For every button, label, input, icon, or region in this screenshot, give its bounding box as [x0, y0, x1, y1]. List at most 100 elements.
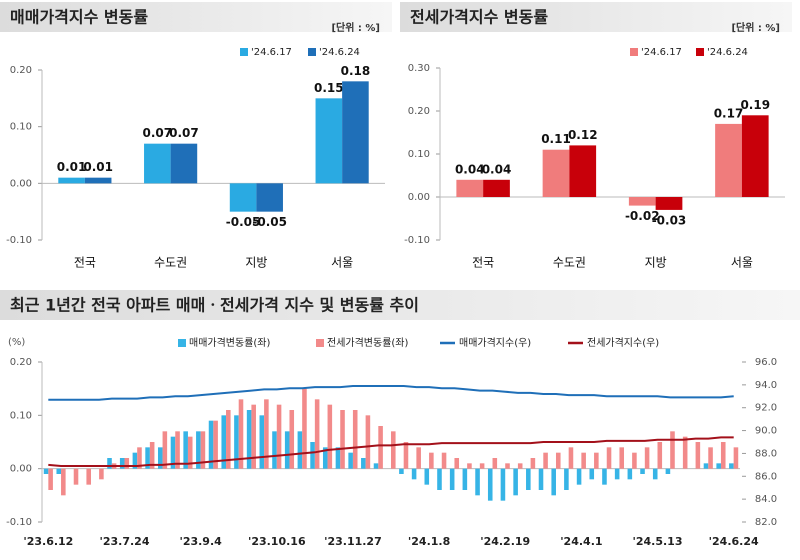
y2-tick-label: 90.0	[755, 426, 777, 437]
bar	[670, 431, 675, 469]
bar	[272, 431, 277, 469]
bar	[467, 463, 472, 469]
bar	[526, 468, 531, 490]
bar	[543, 452, 548, 469]
y2-tick-label: 96.0	[755, 357, 777, 368]
value-label: 0.04	[482, 162, 512, 176]
bar	[505, 463, 510, 469]
bar	[391, 431, 396, 469]
bar	[576, 468, 582, 485]
bar	[251, 404, 256, 469]
bar	[170, 436, 176, 469]
bar	[213, 420, 218, 469]
legend-swatch	[696, 48, 704, 56]
bar	[378, 426, 383, 469]
unit-label: [단위 : %]	[731, 21, 780, 34]
bar	[716, 463, 721, 469]
x-tick-label: '23.10.16	[248, 535, 306, 548]
bar	[107, 458, 112, 469]
bar	[542, 149, 570, 197]
value-label: 0.17	[714, 106, 744, 120]
bar	[619, 447, 625, 469]
bar	[517, 463, 523, 469]
bar	[175, 431, 180, 469]
legend-label: '24.6.24	[319, 47, 360, 58]
y2-tick-label: 86.0	[755, 471, 777, 482]
bar	[297, 431, 303, 469]
legend-label: 매매가격지수(우)	[459, 336, 531, 349]
bar	[632, 452, 637, 469]
bar	[424, 468, 430, 485]
bar	[86, 468, 91, 485]
x-tick-label: '24.5.13	[633, 535, 683, 548]
value-label: 0.07	[143, 126, 173, 140]
bar	[456, 179, 484, 197]
value-label: 0.11	[541, 132, 571, 146]
bar	[564, 468, 569, 490]
bar	[361, 458, 366, 469]
value-label: 0.04	[455, 162, 485, 176]
bar	[657, 442, 663, 469]
x-tick-label: '23.9.4	[179, 535, 222, 548]
category-label: 지방	[645, 256, 667, 270]
bar	[200, 431, 206, 469]
legend-label: '24.6.24	[707, 47, 748, 58]
y-tick-label: 0.20	[10, 357, 32, 368]
bar	[276, 404, 282, 469]
legend-swatch	[178, 339, 186, 347]
y-tick-label: -0.10	[6, 235, 32, 246]
bar	[246, 410, 252, 469]
bar	[144, 143, 171, 184]
bar	[342, 81, 369, 184]
bar	[403, 442, 409, 469]
bar	[234, 415, 239, 469]
header-bar	[0, 2, 392, 32]
bar	[551, 468, 556, 496]
y2-tick-label: 92.0	[755, 403, 777, 414]
bar	[628, 197, 656, 206]
y2-tick-label: 88.0	[755, 448, 777, 459]
bar	[720, 442, 726, 469]
bar	[703, 463, 709, 469]
y-axis-label: (%)	[8, 337, 25, 348]
bar	[454, 458, 460, 469]
bar	[238, 399, 244, 469]
bar	[462, 468, 468, 490]
bar	[602, 468, 607, 485]
bar	[715, 123, 742, 197]
y-tick-label: 0.20	[10, 65, 32, 76]
y-tick-label: 0.10	[10, 410, 32, 421]
legend-swatch	[308, 48, 316, 56]
chart-title: 최근 1년간 전국 아파트 매매ㆍ전세가격 지수 및 변동률 추이	[10, 296, 419, 315]
value-label: 0.15	[314, 81, 344, 95]
value-label: 0.01	[83, 160, 113, 174]
chart-title: 매매가격지수 변동률	[10, 8, 148, 27]
y-tick-label: 0.00	[408, 192, 430, 203]
bar	[124, 458, 130, 469]
x-tick-label: '23.7.24	[99, 535, 149, 548]
y2-tick-label: 94.0	[755, 380, 777, 391]
unit-label: [단위 : %]	[331, 21, 380, 34]
chart-title: 전세가격지수 변동률	[410, 8, 548, 27]
y-tick-label: 0.10	[408, 149, 430, 160]
bar	[48, 468, 53, 490]
bar	[492, 458, 498, 469]
bar	[132, 452, 138, 469]
bar	[157, 447, 163, 469]
bar	[606, 447, 612, 469]
x-tick-label: '24.2.19	[480, 535, 530, 548]
bar	[708, 447, 713, 469]
bar	[741, 115, 769, 197]
bar	[449, 468, 455, 490]
bar	[229, 183, 257, 212]
bar	[84, 177, 112, 184]
bar	[73, 468, 79, 485]
bar	[441, 452, 447, 469]
x-tick-label: '24.6.24	[709, 535, 759, 548]
category-label: 서울	[331, 256, 353, 270]
bar	[729, 463, 734, 469]
value-label: 0.18	[341, 64, 371, 78]
bar	[310, 442, 315, 469]
y2-tick-label: 84.0	[755, 494, 777, 505]
bar	[162, 431, 168, 469]
